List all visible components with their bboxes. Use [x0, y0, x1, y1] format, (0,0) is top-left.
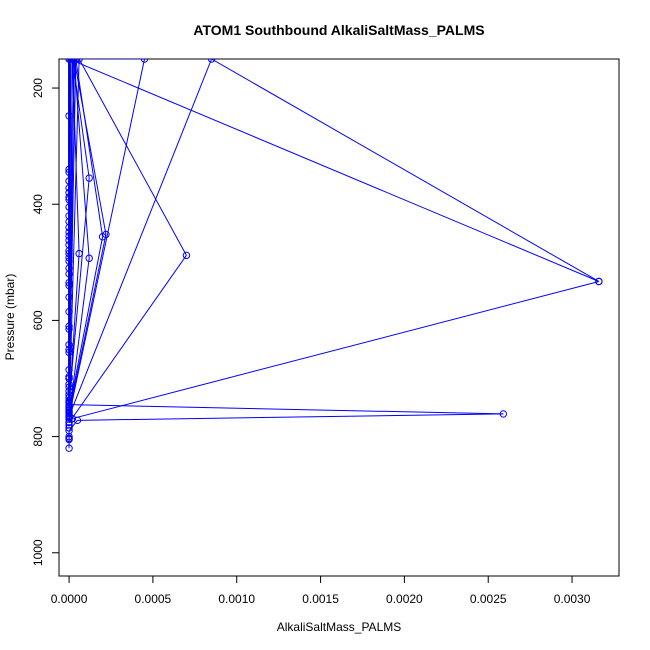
data-point	[65, 249, 73, 258]
data-point	[65, 408, 73, 416]
data-point	[65, 168, 73, 176]
data-point	[65, 212, 73, 220]
data-point	[65, 341, 73, 349]
data-point	[65, 366, 73, 374]
data-point	[65, 418, 73, 426]
x-tick-label: 0.0025	[470, 592, 507, 606]
data-point	[65, 411, 73, 419]
data-point	[65, 195, 73, 204]
data-point	[65, 383, 73, 391]
data-point	[65, 223, 73, 232]
data-point	[65, 374, 73, 383]
series-segment	[211, 59, 600, 282]
y-axis: 200 400 600 800 1000	[31, 78, 60, 566]
data-point	[65, 188, 73, 197]
series-segment	[78, 59, 187, 256]
data-point	[595, 277, 603, 286]
chart-title: ATOM1 Southbound AlkaliSaltMass_PALMS	[193, 22, 484, 38]
data-point	[65, 421, 73, 429]
data-point	[65, 307, 73, 316]
data-point	[65, 322, 73, 330]
series-lines	[68, 59, 600, 449]
data-point	[65, 264, 73, 272]
data-point	[65, 399, 73, 407]
y-tick-label: 400	[31, 194, 45, 214]
y-tick-label: 600	[31, 310, 45, 330]
data-point	[65, 434, 73, 443]
data-point	[75, 249, 83, 258]
series-markers	[65, 59, 603, 452]
data-point	[140, 59, 149, 63]
series-segment	[68, 234, 107, 414]
y-axis-label: Pressure (mbar)	[3, 274, 17, 361]
data-point	[65, 165, 73, 174]
data-point	[65, 228, 73, 236]
x-tick-label: 0.0000	[51, 592, 88, 606]
x-tick-label: 0.0015	[302, 592, 339, 606]
data-point	[499, 410, 508, 418]
series-segment	[72, 281, 600, 420]
series-segment	[75, 59, 104, 237]
data-point	[65, 380, 73, 389]
series-segment	[68, 59, 80, 418]
data-point	[85, 254, 93, 262]
series-segment	[68, 255, 187, 423]
data-point	[65, 203, 73, 211]
data-point	[65, 177, 73, 185]
data-point	[65, 232, 73, 240]
data-point	[182, 251, 191, 260]
data-point	[65, 253, 73, 262]
data-point	[73, 416, 82, 425]
data-point	[65, 424, 73, 432]
data-point	[65, 246, 73, 255]
x-tick-label: 0.0020	[386, 592, 423, 606]
data-point	[98, 233, 107, 241]
data-point	[85, 174, 93, 182]
series-segment	[69, 404, 504, 415]
y-tick-label: 800	[31, 426, 45, 446]
data-point	[65, 325, 73, 333]
data-point	[65, 241, 73, 249]
data-point	[65, 236, 73, 244]
series-segment	[73, 59, 107, 235]
x-axis: 0.0000 0.0005 0.0010 0.0015 0.0020 0.0025 0.00…	[51, 575, 591, 606]
data-point	[72, 59, 80, 63]
data-point	[75, 59, 83, 63]
series-segment	[71, 59, 80, 254]
data-point	[65, 415, 73, 423]
data-point	[65, 278, 73, 287]
data-point	[65, 391, 73, 399]
data-point	[65, 387, 73, 395]
data-point	[65, 112, 73, 120]
series-segment	[77, 413, 504, 421]
data-point	[65, 59, 73, 63]
data-point	[65, 257, 73, 265]
series-segment	[68, 59, 213, 417]
data-point	[65, 193, 73, 201]
x-tick-label: 0.0005	[135, 592, 172, 606]
y-tick-label: 1000	[31, 539, 45, 566]
series-segment	[68, 59, 600, 282]
series-segment	[68, 420, 78, 432]
data-point	[65, 293, 73, 301]
series-segment	[68, 178, 90, 402]
x-tick-label: 0.0030	[554, 592, 591, 606]
x-tick-label: 0.0010	[218, 592, 255, 606]
data-point	[65, 402, 73, 411]
data-point	[65, 217, 73, 226]
y-tick-label: 200	[31, 78, 45, 98]
x-axis-label: AlkaliSaltMass_PALMS	[277, 620, 402, 634]
data-point	[65, 270, 73, 278]
data-point	[65, 348, 73, 357]
data-point	[207, 59, 216, 63]
series-segment	[68, 236, 104, 411]
series-segment	[71, 59, 90, 179]
data-point	[65, 281, 73, 290]
data-point	[65, 396, 73, 405]
data-point	[65, 184, 73, 192]
data-point	[65, 427, 73, 435]
data-point	[65, 444, 73, 452]
data-point	[65, 345, 73, 354]
